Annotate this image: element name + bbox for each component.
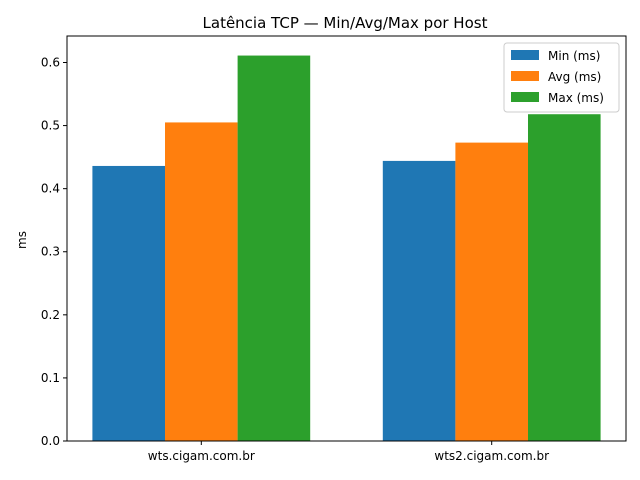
- legend-swatch: [511, 92, 539, 102]
- y-tick-label: 0.4: [41, 182, 60, 196]
- legend-label: Max (ms): [548, 91, 604, 105]
- y-tick-label: 0.5: [41, 119, 60, 133]
- legend-swatch: [511, 50, 539, 60]
- chart-title: Latência TCP — Min/Avg/Max por Host: [203, 14, 488, 32]
- bar-1-1: [92, 165, 166, 441]
- legend-label: Min (ms): [548, 49, 600, 63]
- y-tick-label: 0.3: [41, 245, 60, 259]
- y-tick-label: 0.0: [41, 434, 60, 448]
- bar-3-1: [237, 55, 311, 441]
- bar-3-2: [527, 114, 601, 441]
- legend: Min (ms) Avg (ms) Max (ms): [503, 42, 620, 113]
- y-axis-label: ms: [15, 231, 29, 249]
- y-tick-label: 0.1: [41, 371, 60, 385]
- x-tick-label: wts.cigam.com.br: [148, 449, 255, 463]
- legend-swatch: [511, 71, 539, 81]
- bar-1-2: [382, 160, 456, 441]
- plot-area: 0.0 0.1 0.2 0.3 0.4 0.5 0.6 wts.cigam.com.br wts…: [41, 35, 627, 463]
- y-tick-label: 0.6: [41, 55, 60, 69]
- legend-label: Avg (ms): [548, 70, 601, 84]
- x-tick-label: wts2.cigam.com.br: [434, 449, 549, 463]
- y-tick-label: 0.2: [41, 308, 60, 322]
- axes-frame: [66, 35, 627, 442]
- bar-2-2: [455, 142, 528, 441]
- bar-2-1: [165, 122, 238, 441]
